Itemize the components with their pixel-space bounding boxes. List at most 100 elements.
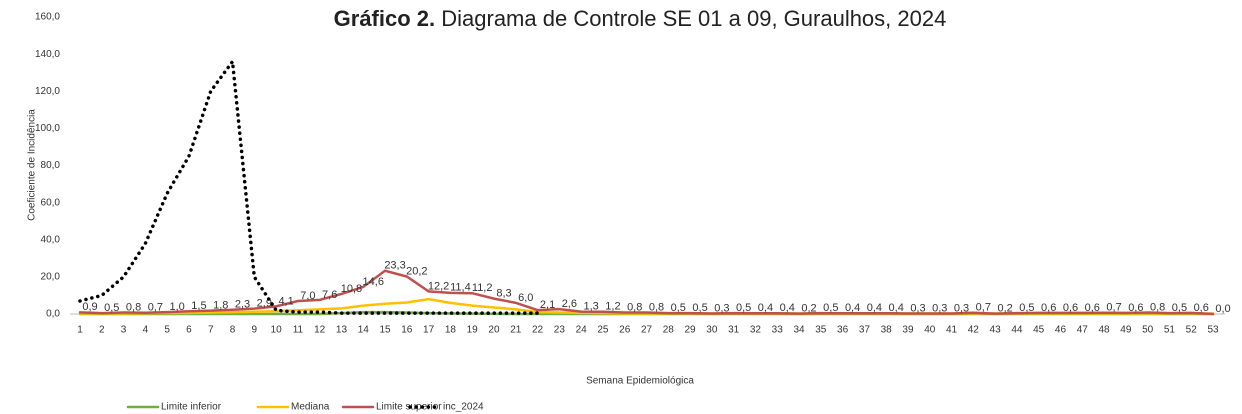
data-label: 20,2 (406, 265, 427, 277)
x-tick-label: 44 (1011, 325, 1023, 336)
data-label: 11,2 (472, 282, 493, 294)
data-label: 0,2 (801, 303, 816, 315)
x-tick-label: 36 (837, 325, 849, 336)
x-tick-label: 23 (554, 325, 566, 336)
data-label: 10,8 (341, 283, 362, 295)
x-tick-label: 27 (641, 325, 653, 336)
y-tick-label: 20,0 (41, 272, 61, 283)
chart-title: Gráfico 2. Diagrama de Controle SE 01 a … (334, 6, 947, 31)
x-tick-label: 24 (576, 325, 588, 336)
y-tick-label: 60,0 (41, 197, 61, 208)
x-tick-label: 14 (358, 325, 370, 336)
data-label: 0,5 (1172, 302, 1187, 314)
x-tick-label: 42 (968, 325, 980, 336)
x-tick-label: 39 (902, 325, 914, 336)
data-label: 0,6 (1063, 302, 1078, 314)
x-tick-label: 1 (77, 325, 83, 336)
data-label: 0,8 (627, 301, 642, 313)
data-label: 8,3 (496, 287, 511, 299)
y-tick-label: 100,0 (35, 123, 60, 134)
data-label: 11,4 (450, 282, 471, 294)
data-label: 4,1 (278, 295, 293, 307)
legend-label: Limite inferior (161, 402, 222, 413)
x-tick-label: 43 (990, 325, 1002, 336)
x-tick-label: 25 (597, 325, 609, 336)
y-axis-title: Coeficiente de Incidência (27, 109, 38, 221)
data-label: 0,7 (148, 302, 163, 314)
y-tick-label: 140,0 (35, 49, 60, 60)
x-tick-label: 51 (1164, 325, 1176, 336)
data-label: 1,0 (170, 301, 185, 313)
x-tick-label: 28 (663, 325, 675, 336)
x-tick-label: 22 (532, 325, 544, 336)
x-tick-label: 50 (1142, 325, 1154, 336)
x-tick-label: 6 (186, 325, 192, 336)
data-label: 0,4 (780, 302, 795, 314)
x-tick-label: 35 (815, 325, 827, 336)
x-tick-label: 38 (881, 325, 893, 336)
data-label: 1,5 (191, 300, 206, 312)
x-tick-label: 8 (230, 325, 236, 336)
x-tick-label: 7 (208, 325, 214, 336)
data-label: 1,2 (605, 301, 620, 313)
x-tick-label: 41 (946, 325, 958, 336)
legend-label: inc_2024 (443, 402, 484, 413)
y-tick-label: 40,0 (41, 234, 61, 245)
data-label: 7,0 (300, 290, 315, 302)
data-label: 0,5 (692, 302, 707, 314)
data-label: 0,8 (1150, 301, 1165, 313)
data-label: 0,7 (1106, 302, 1121, 314)
data-label: 0,4 (867, 302, 882, 314)
data-label: 0,6 (1041, 302, 1056, 314)
data-label: 0,9 (82, 301, 97, 313)
data-label: 0,6 (1194, 302, 1209, 314)
data-label: 0,4 (889, 302, 904, 314)
data-label: 0,3 (714, 302, 729, 314)
data-label: 6,0 (518, 292, 533, 304)
data-label: 0,2 (997, 303, 1012, 315)
x-tick-label: 20 (488, 325, 500, 336)
series-line (78, 269, 1215, 316)
data-label: 0,3 (910, 302, 925, 314)
x-tick-label: 19 (467, 325, 479, 336)
x-tick-label: 29 (685, 325, 697, 336)
x-tick-label: 40 (924, 325, 936, 336)
x-tick-label: 21 (510, 325, 522, 336)
data-label: 0,5 (671, 302, 686, 314)
x-axis-title: Semana Epidemiológica (586, 376, 694, 387)
x-tick-label: 37 (859, 325, 871, 336)
x-tick-label: 49 (1120, 325, 1132, 336)
data-label: 0,3 (932, 302, 947, 314)
data-label: 1,3 (583, 300, 598, 312)
data-label: 2,1 (540, 299, 555, 311)
data-label: 0,5 (823, 302, 838, 314)
x-tick-label: 31 (728, 325, 740, 336)
y-tick-label: 120,0 (35, 86, 60, 97)
data-label: 0,3 (954, 302, 969, 314)
legend-label: Mediana (291, 402, 330, 413)
y-tick-label: 160,0 (35, 12, 60, 23)
x-tick-label: 12 (314, 325, 326, 336)
x-tick-label: 33 (772, 325, 784, 336)
y-tick-label: 80,0 (41, 160, 61, 171)
x-tick-label: 5 (164, 325, 170, 336)
title-rest: Diagrama de Controle SE 01 a 09, Guraulh… (441, 6, 946, 31)
x-tick-label: 30 (706, 325, 718, 336)
data-label: 0,5 (104, 302, 119, 314)
x-tick-label: 3 (121, 325, 127, 336)
data-label: 0,0 (1215, 303, 1230, 315)
x-tick-label: 13 (336, 325, 348, 336)
x-tick-label: 10 (271, 325, 283, 336)
data-label: 0,4 (758, 302, 773, 314)
x-tick-label: 32 (750, 325, 762, 336)
series-line (78, 56, 540, 315)
data-label: 0,6 (1128, 302, 1143, 314)
data-label: 2,6 (562, 298, 577, 310)
x-tick-label: 52 (1186, 325, 1198, 336)
data-label: 2,3 (235, 299, 250, 311)
x-tick-label: 45 (1033, 325, 1045, 336)
data-label: 7,6 (322, 289, 337, 301)
data-label: 0,4 (845, 302, 860, 314)
x-tick-label: 9 (252, 325, 258, 336)
